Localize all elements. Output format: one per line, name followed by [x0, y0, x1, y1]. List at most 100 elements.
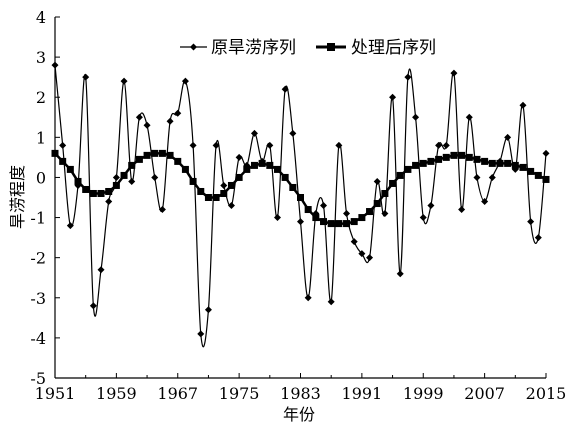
data-point-original [174, 109, 182, 117]
series-line-original [54, 65, 547, 348]
data-point-original [534, 234, 542, 242]
data-point-processed [327, 220, 335, 228]
data-point-original [304, 294, 312, 302]
data-point-processed [473, 155, 481, 163]
data-point-original [82, 73, 90, 81]
y-tick-label: 4 [36, 8, 46, 27]
series-processed [51, 149, 550, 228]
data-point-original [51, 61, 59, 69]
data-point-processed [358, 214, 366, 222]
data-point-processed [166, 151, 174, 159]
data-point-processed [66, 165, 74, 173]
y-tick-label: 3 [36, 48, 46, 67]
data-point-original [105, 198, 113, 206]
x-tick-label: 1975 [219, 384, 260, 403]
data-point-original [266, 141, 274, 149]
y-tick-label: 0 [36, 168, 46, 187]
data-point-processed [128, 161, 136, 169]
data-point-processed [151, 149, 159, 157]
data-point-original [481, 198, 489, 206]
data-point-original [120, 77, 128, 85]
x-tick-label: 1951 [35, 384, 76, 403]
x-tick-label: 2015 [526, 384, 567, 403]
data-point-original [204, 306, 212, 314]
data-point-processed [320, 218, 328, 226]
data-point-original [181, 77, 189, 85]
data-point-processed [181, 165, 189, 173]
data-point-original [227, 202, 235, 210]
data-point-original [212, 141, 220, 149]
data-point-original [250, 129, 258, 137]
data-point-processed [243, 165, 251, 173]
data-point-processed [289, 183, 297, 191]
data-point-original [273, 214, 281, 222]
data-point-processed [189, 177, 197, 185]
data-point-original [358, 250, 366, 258]
data-point-original [220, 181, 228, 189]
y-tick-label: -4 [30, 329, 46, 348]
data-point-original [235, 153, 243, 161]
data-point-processed [174, 157, 182, 165]
data-point-processed [427, 157, 435, 165]
data-point-original [488, 173, 496, 181]
data-point-processed [235, 173, 243, 181]
y-tick-label: -1 [30, 209, 46, 228]
data-point-processed [481, 157, 489, 165]
data-point-original [327, 298, 335, 306]
data-point-original [297, 218, 304, 226]
data-point-original [442, 141, 450, 149]
data-point-processed [312, 214, 320, 222]
data-point-original [343, 210, 351, 218]
data-point-processed [273, 165, 281, 173]
data-point-original [59, 141, 67, 149]
y-axis-title: 旱涝程度 [8, 165, 27, 229]
x-tick-label: 1967 [157, 384, 198, 403]
legend-marker-original [190, 43, 197, 51]
data-point-processed [89, 189, 97, 197]
data-point-processed [381, 189, 389, 197]
data-point-processed [335, 220, 343, 228]
data-point-original [465, 113, 473, 121]
data-point-processed [435, 155, 443, 163]
data-point-processed [542, 175, 550, 183]
data-point-processed [442, 153, 450, 161]
data-point-processed [59, 157, 67, 165]
data-point-processed [304, 206, 312, 214]
data-point-original [89, 302, 97, 310]
data-point-original [519, 101, 527, 109]
series-original [51, 61, 550, 348]
data-point-original [458, 206, 466, 214]
data-point-processed [504, 159, 512, 167]
data-point-processed [412, 161, 420, 169]
data-point-processed [143, 151, 151, 159]
x-axis-title: 年份 [283, 405, 315, 424]
x-tick-label: 1983 [280, 384, 321, 403]
legend: 原旱涝序列 处理后序列 [180, 38, 436, 58]
y-tick-label: 2 [36, 88, 46, 107]
data-point-original [66, 222, 74, 230]
legend-marker-processed [327, 43, 335, 51]
data-point-original [289, 129, 297, 137]
data-point-original [381, 210, 389, 218]
y-tick-label: -5 [30, 369, 46, 388]
data-point-processed [496, 159, 504, 167]
y-tick-label: 1 [36, 128, 46, 147]
data-point-processed [366, 208, 374, 216]
data-point-processed [450, 151, 458, 159]
data-point-original [366, 254, 374, 262]
data-point-original [281, 85, 289, 93]
y-tick-label: -2 [30, 249, 46, 268]
x-tick-label: 2007 [464, 384, 505, 403]
x-tick-label: 1959 [96, 384, 137, 403]
data-point-processed [250, 161, 258, 169]
data-point-original [97, 266, 105, 274]
data-point-original [112, 173, 120, 181]
data-point-processed [220, 189, 228, 197]
data-point-original [427, 202, 435, 210]
data-point-processed [120, 171, 128, 179]
data-point-processed [135, 155, 143, 163]
data-point-processed [266, 161, 274, 169]
x-tick-label: 1999 [403, 384, 444, 403]
